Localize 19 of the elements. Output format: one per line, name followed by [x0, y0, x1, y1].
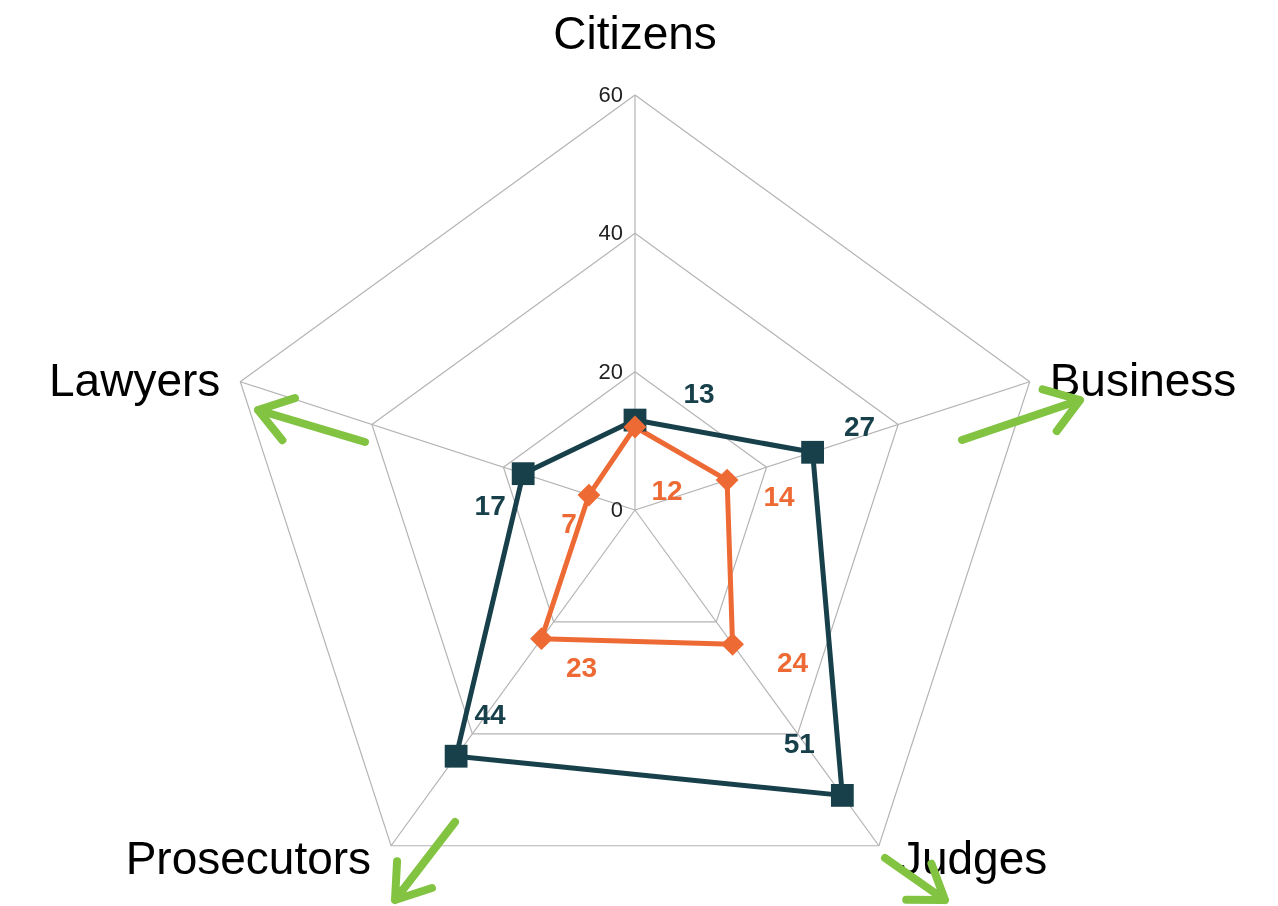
spoke-label: Judges — [898, 831, 1048, 884]
y-tick-label: 40 — [598, 220, 623, 246]
data-label: 27 — [844, 411, 876, 443]
data-label: 23 — [565, 651, 598, 683]
data-label: 7 — [561, 508, 577, 540]
spoke-label: Lawyers — [49, 353, 221, 406]
data-label: 14 — [763, 481, 796, 513]
data-label: 24 — [776, 647, 809, 679]
y-tick-label: 0 — [610, 497, 623, 522]
spoke-label: Citizens — [553, 7, 717, 59]
data-label: 51 — [783, 728, 815, 760]
data-label: 44 — [474, 699, 507, 731]
data-label: 17 — [474, 489, 506, 521]
y-tick-label: 20 — [598, 358, 623, 384]
spoke-label: Prosecutors — [125, 831, 372, 884]
data-label: 13 — [683, 378, 715, 410]
data-label: 12 — [651, 475, 683, 506]
y-tick-label: 60 — [598, 82, 623, 107]
spoke-label: Business — [1049, 353, 1237, 406]
